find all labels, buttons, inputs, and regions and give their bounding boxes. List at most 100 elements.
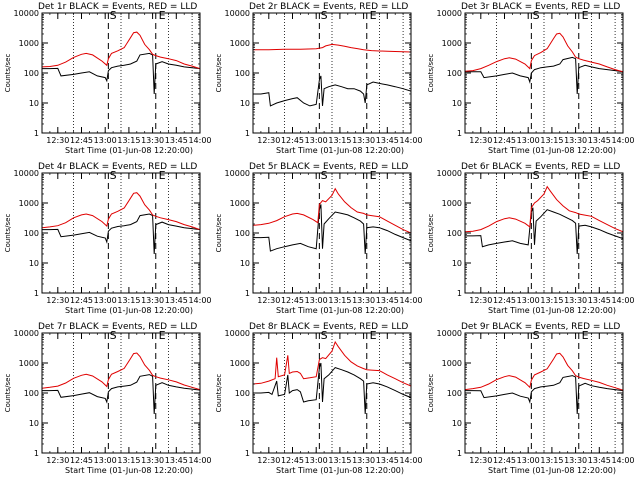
x-tick-label: 13:30 <box>352 296 375 305</box>
y-tick-label: 1000 <box>442 199 462 208</box>
y-tick-label: 10 <box>452 419 462 428</box>
x-tick-label: 13:00 <box>517 456 540 465</box>
marker-e: E <box>370 9 377 22</box>
y-tick-label: 100 <box>235 229 250 238</box>
x-tick-label: 12:30 <box>257 456 280 465</box>
lld-series-line <box>253 43 411 53</box>
events-series-line <box>42 52 200 95</box>
x-tick-label: 13:15 <box>328 136 351 145</box>
x-tick-label: 13:00 <box>305 456 328 465</box>
y-tick-label: 100 <box>235 389 250 398</box>
y-tick-label: 1000 <box>442 39 462 48</box>
events-series-line <box>465 56 623 95</box>
y-tick-label: 1000 <box>442 359 462 368</box>
x-tick-label: 13:15 <box>117 296 140 305</box>
x-tick-label: 13:30 <box>564 296 587 305</box>
panel-title: Det 8r BLACK = Events, RED = LLD <box>249 322 408 332</box>
marker-s: S <box>321 329 328 342</box>
x-axis-label: Start Time (01-Jun-08 12:20:00) <box>65 306 193 315</box>
y-tick-label: 10000 <box>225 9 250 18</box>
marker-s: S <box>321 169 328 182</box>
y-tick-label: 1 <box>245 449 250 458</box>
x-axis-label: Start Time (01-Jun-08 12:20:00) <box>276 466 404 475</box>
x-tick-label: 12:30 <box>469 456 492 465</box>
x-tick-label: 12:45 <box>70 456 93 465</box>
x-tick-label: 13:00 <box>305 296 328 305</box>
y-tick-label: 100 <box>447 229 462 238</box>
x-tick-label: 13:30 <box>352 456 375 465</box>
x-tick-label: 13:15 <box>540 136 563 145</box>
y-tick-label: 1 <box>34 449 39 458</box>
panel-title: Det 3r BLACK = Events, RED = LLD <box>461 2 620 12</box>
marker-e: E <box>159 169 166 182</box>
x-axis-label: Start Time (01-Jun-08 12:20:00) <box>488 466 616 475</box>
x-tick-label: 13:15 <box>328 456 351 465</box>
x-tick-label: 14:00 <box>611 136 634 145</box>
events-series-line <box>42 213 200 255</box>
x-tick-label: 13:00 <box>94 456 117 465</box>
x-tick-label: 12:45 <box>281 296 304 305</box>
x-tick-label: 13:00 <box>517 296 540 305</box>
marker-s: S <box>321 9 328 22</box>
y-axis-label: Counts/sec <box>215 374 223 413</box>
y-tick-label: 10 <box>240 419 250 428</box>
panel-title: Det 1r BLACK = Events, RED = LLD <box>38 2 197 12</box>
y-tick-label: 1 <box>34 289 39 298</box>
marker-e: E <box>370 329 377 342</box>
marker-s: S <box>533 329 540 342</box>
x-tick-label: 14:00 <box>399 136 422 145</box>
x-tick-label: 14:00 <box>611 456 634 465</box>
y-tick-label: 1 <box>457 289 462 298</box>
x-tick-label: 13:45 <box>588 136 611 145</box>
panel-title: Det 5r BLACK = Events, RED = LLD <box>249 162 408 172</box>
x-axis-label: Start Time (01-Jun-08 12:20:00) <box>276 306 404 315</box>
marker-s: S <box>110 9 117 22</box>
y-axis-label: Counts/sec <box>427 214 435 253</box>
y-tick-label: 10 <box>240 259 250 268</box>
y-tick-label: 1 <box>34 129 39 138</box>
x-tick-label: 13:00 <box>517 136 540 145</box>
events-series-line <box>42 374 200 415</box>
x-tick-label: 13:15 <box>328 296 351 305</box>
x-tick-label: 13:15 <box>117 456 140 465</box>
y-axis-label: Counts/sec <box>215 214 223 253</box>
x-tick-label: 13:45 <box>165 456 188 465</box>
y-tick-label: 1000 <box>19 359 39 368</box>
events-series-line <box>253 75 411 107</box>
y-tick-label: 100 <box>447 389 462 398</box>
y-tick-label: 10000 <box>437 169 462 178</box>
y-tick-label: 1 <box>457 449 462 458</box>
lld-series-line <box>465 32 623 73</box>
x-axis-label: Start Time (01-Jun-08 12:20:00) <box>488 306 616 315</box>
x-tick-label: 12:45 <box>281 456 304 465</box>
events-series-line <box>465 375 623 415</box>
x-tick-label: 12:45 <box>493 136 516 145</box>
y-tick-label: 100 <box>447 69 462 78</box>
x-tick-label: 14:00 <box>188 296 211 305</box>
x-tick-label: 12:30 <box>46 136 69 145</box>
panel-title: Det 7r BLACK = Events, RED = LLD <box>38 322 197 332</box>
y-tick-label: 10 <box>29 99 39 108</box>
x-tick-label: 12:30 <box>46 456 69 465</box>
x-tick-label: 12:45 <box>70 136 93 145</box>
y-tick-label: 10000 <box>14 9 39 18</box>
lld-series-line <box>253 187 411 234</box>
marker-s: S <box>110 169 117 182</box>
y-tick-label: 1 <box>245 129 250 138</box>
y-tick-label: 10 <box>452 259 462 268</box>
x-tick-label: 13:15 <box>540 456 563 465</box>
x-tick-label: 13:00 <box>94 296 117 305</box>
panel-title: Det 4r BLACK = Events, RED = LLD <box>38 162 197 172</box>
y-tick-label: 10000 <box>14 169 39 178</box>
y-tick-label: 10 <box>452 99 462 108</box>
x-tick-label: 14:00 <box>188 136 211 145</box>
x-tick-label: 13:30 <box>564 456 587 465</box>
x-tick-label: 12:30 <box>469 136 492 145</box>
